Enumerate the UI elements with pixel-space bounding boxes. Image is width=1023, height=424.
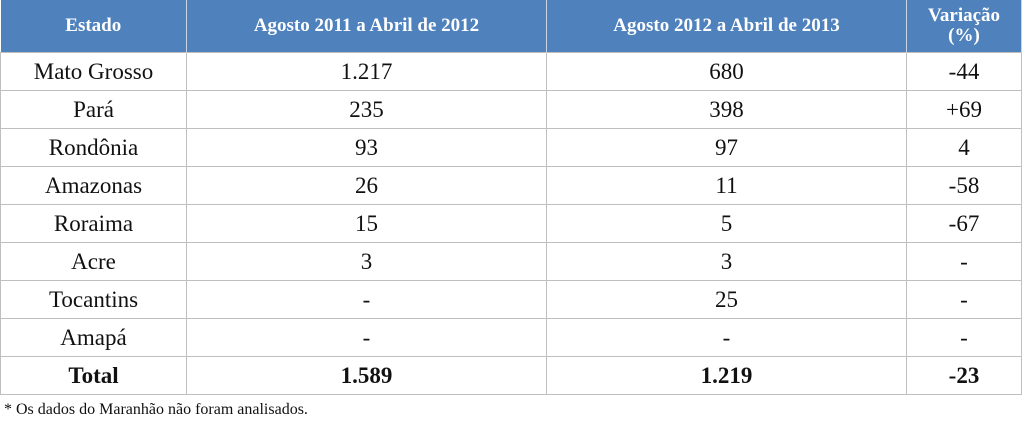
- table-cell: 4: [906, 128, 1022, 167]
- table-cell: 1.589: [186, 356, 547, 395]
- table-cell: -: [906, 280, 1022, 319]
- table-cell: Amazonas: [0, 166, 187, 205]
- table-cell: Tocantins: [0, 280, 187, 319]
- table-row: Mato Grosso 1.217 680 -44: [0, 52, 1022, 91]
- table-cell: Mato Grosso: [0, 52, 187, 91]
- header-row: Estado Agosto 2011 a Abril de 2012 Agosto …: [0, 0, 1022, 53]
- table-cell: -: [906, 242, 1022, 281]
- table-cell: -44: [906, 52, 1022, 91]
- table-cell: 25: [546, 280, 907, 319]
- table-row: Acre 3 3-: [0, 242, 1022, 281]
- table-cell: 93: [186, 128, 547, 167]
- table-cell: Roraima: [0, 204, 187, 243]
- table-cell: 3: [546, 242, 907, 281]
- table-row: Rondônia 93 97 4: [0, 128, 1022, 167]
- table-cell: 1.217: [186, 52, 547, 91]
- data-table: Estado Agosto 2011 a Abril de 2012 Agosto …: [0, 0, 1022, 395]
- table-cell: 11: [546, 166, 907, 205]
- table-cell: Pará: [0, 90, 187, 129]
- table-row: Amapá - - -: [0, 318, 1022, 357]
- table-row: Roraima 15 5 -67: [0, 204, 1022, 243]
- table-cell: -67: [906, 204, 1022, 243]
- table-cell: -: [906, 318, 1022, 357]
- table-cell: Rondônia: [0, 128, 187, 167]
- table-row: Tocantins -25-: [0, 280, 1022, 319]
- table-cell: Amapá: [0, 318, 187, 357]
- table-cell: 15: [186, 204, 547, 243]
- header-cell: Agosto 2011 a Abril de 2012: [186, 0, 547, 53]
- table-cell: -: [186, 280, 547, 319]
- table-row: Amazonas 26 11 -58: [0, 166, 1022, 205]
- header-cell: Agosto 2012 a Abril de 2013: [546, 0, 907, 53]
- table-cell: 3: [186, 242, 547, 281]
- table-row: Pará 235 398 +69: [0, 90, 1022, 129]
- table-cell: 1.219: [546, 356, 907, 395]
- table-cell: Total: [0, 356, 187, 395]
- table-cell: 26: [186, 166, 547, 205]
- table-cell: Acre: [0, 242, 187, 281]
- total-row: Total 1.589 1.219 -23: [0, 356, 1022, 395]
- table-cell: -: [186, 318, 547, 357]
- table-body: Mato Grosso 1.217 680 -44 Pará 235 398 +69 Rondô…: [0, 52, 1022, 395]
- table-cell: +69: [906, 90, 1022, 129]
- table-cell: 5: [546, 204, 907, 243]
- table-cell: 398: [546, 90, 907, 129]
- header-cell: Variação (%): [906, 0, 1022, 53]
- table-cell: 97: [546, 128, 907, 167]
- table-cell: -23: [906, 356, 1022, 395]
- header-cell: Estado: [0, 0, 187, 53]
- table-cell: -: [546, 318, 907, 357]
- table-cell: 680: [546, 52, 907, 91]
- table-cell: -58: [906, 166, 1022, 205]
- footnote: * Os dados do Maranhão não foram analisa…: [4, 401, 308, 418]
- table-cell: 235: [186, 90, 547, 129]
